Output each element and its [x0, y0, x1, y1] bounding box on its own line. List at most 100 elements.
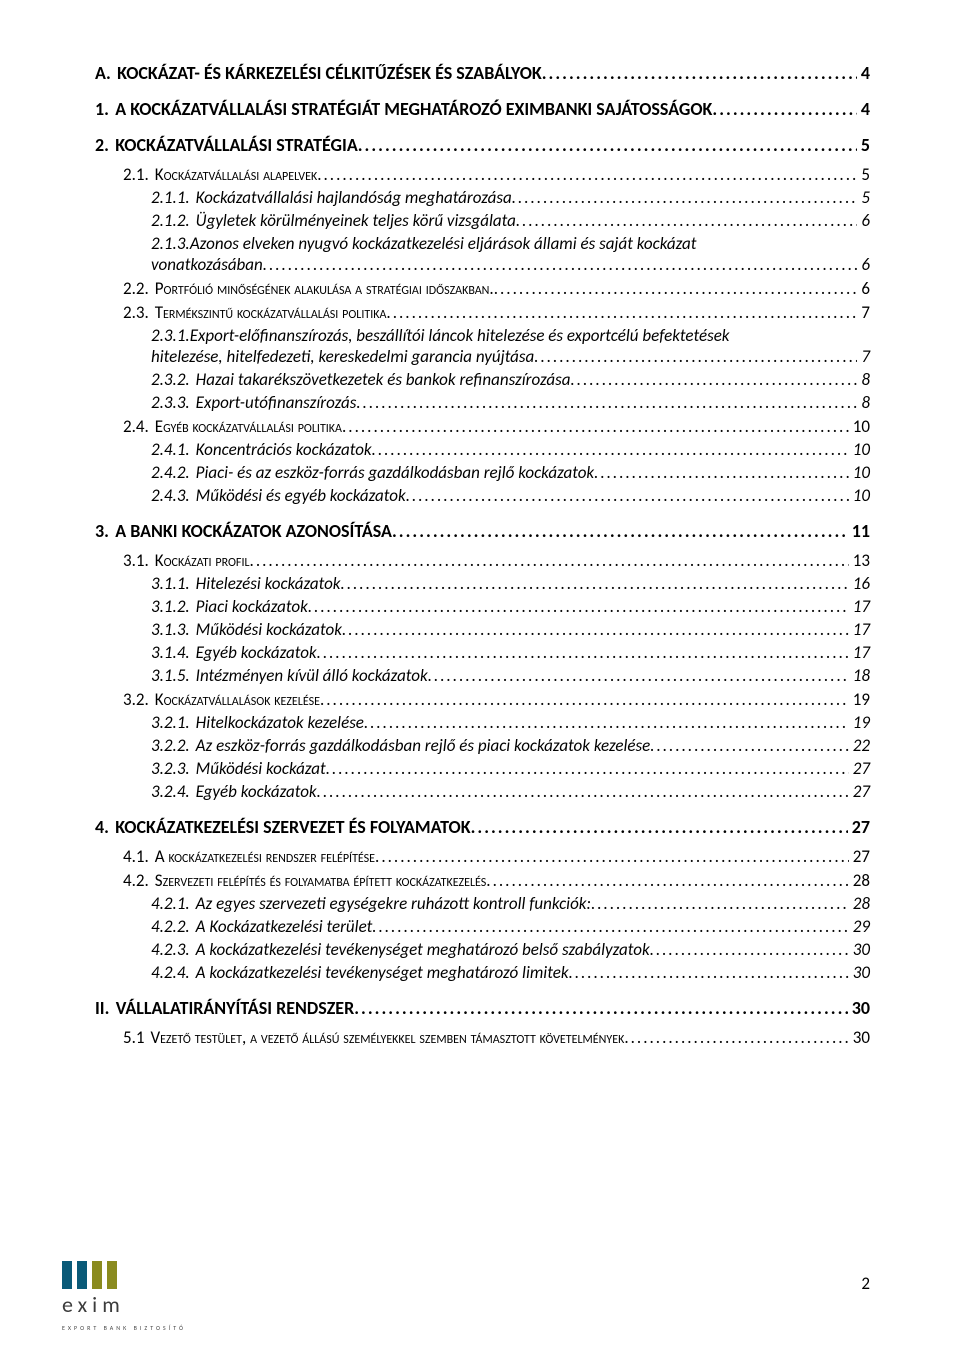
toc-entry: 3.1.4.Egyéb kockázatok17: [95, 642, 870, 663]
toc-entry: 2.3.Termékszintű kockázatvállalási polit…: [95, 302, 870, 323]
toc-entry-number: 4.1.: [123, 846, 149, 867]
toc-leader-dots: [354, 997, 848, 1019]
toc-leader-dots: [712, 98, 856, 120]
toc-leader-dots: [650, 735, 848, 756]
toc-entry: 3.2.3.Működési kockázat27: [95, 758, 870, 779]
toc-entry-page: 10: [849, 485, 870, 506]
toc-leader-dots: [250, 550, 849, 571]
toc-entry-page: 17: [849, 596, 870, 617]
toc-leader-dots: [317, 781, 849, 802]
toc-entry: 4.KOCKÁZATKEZELÉSI SZERVEZET ÉS FOLYAMAT…: [95, 816, 870, 838]
toc-entry: 3.1.5. Intézményen kívül álló kockázatok 1…: [95, 665, 870, 686]
toc-entry-title: KOCKÁZAT- ÉS KÁRKEZELÉSI CÉLKITŰZÉSEK ÉS…: [117, 62, 542, 84]
toc-entry-title: A kockázatkezelési tevékenységet meghatá…: [196, 939, 650, 960]
toc-leader-dots: [317, 164, 857, 185]
toc-leader-dots: [341, 573, 849, 594]
logo-word: exim: [62, 1291, 186, 1318]
toc-leader-dots: [591, 893, 849, 914]
toc-entry-number: 3.1.5.: [151, 665, 190, 686]
toc-entry: 2.KOCKÁZATVÁLLALÁSI STRATÉGIA5: [95, 134, 870, 156]
toc-leader-dots: [386, 302, 857, 323]
toc-entry-page: 10: [849, 462, 870, 483]
toc-entry: 2.4.1.Koncentrációs kockázatok10: [95, 439, 870, 460]
toc-entry-number: 2.1.3.: [151, 233, 190, 254]
toc-entry: 2.3.3.Export-utófinanszírozás8: [95, 392, 870, 413]
toc-entry: 5.1Vezető testület, a vezető állású szem…: [95, 1027, 870, 1048]
toc-entry-title: Vezető testület, a vezető állású személy…: [150, 1027, 624, 1048]
toc-entry-page: 28: [849, 870, 870, 891]
toc-entry-title: A kockázatkezelési tevékenységet meghatá…: [196, 962, 569, 983]
toc-entry: 4.2.2.A Kockázatkezelési terület29: [95, 916, 870, 937]
toc-entry-title: Egyéb kockázatok: [196, 642, 317, 663]
toc-entry-title: Működési kockázat: [196, 758, 326, 779]
toc-entry-title: Hazai takarékszövetkezetek és bankok ref…: [196, 369, 571, 390]
toc-entry-page: 10: [849, 439, 870, 460]
toc-leader-dots: [569, 962, 849, 983]
toc-leader-dots: [263, 254, 858, 275]
toc-entry-page: 11: [848, 520, 870, 542]
toc-entry-page: 5: [857, 187, 870, 208]
toc-leader-dots: [571, 369, 858, 390]
toc-entry: 3.2.4.Egyéb kockázatok27: [95, 781, 870, 802]
toc-entry-number: 2.: [95, 134, 109, 156]
toc-entry-number: 4.: [95, 816, 109, 838]
toc-entry-number: 2.3.2.: [151, 369, 190, 390]
toc-entry-number: 3.1.: [123, 550, 149, 571]
toc-entry-number: 2.4.3.: [151, 485, 190, 506]
toc-entry-page: 17: [849, 642, 870, 663]
toc-entry-page: 4: [857, 98, 870, 120]
toc-entry: 2.1.3.Azonos elveken nyugvó kockázatkeze…: [95, 233, 870, 275]
toc-entry: 2.1.1.Kockázatvállalási hajlandóság megh…: [95, 187, 870, 208]
toc-entry-title: Szervezeti felépítés és folyamatba építe…: [155, 870, 487, 891]
toc-entry-title: Működési kockázatok: [196, 619, 342, 640]
toc-entry-title: Intézményen kívül álló kockázatok: [196, 665, 428, 686]
toc-entry: 4.2.Szervezeti felépítés és folyamatba é…: [95, 870, 870, 891]
toc-entry: 2.4.2.Piaci- és az eszköz-forrás gazdálk…: [95, 462, 870, 483]
toc-entry-page: 19: [849, 712, 870, 733]
toc-entry-title: Kockázatvállalások kezelése: [155, 689, 320, 710]
toc-entry-number: 2.3.1.: [151, 325, 190, 346]
toc-leader-dots: [356, 392, 857, 413]
toc-entry-title: Az egyes szervezeti egységekre ruházott …: [196, 893, 591, 914]
toc-entry-number: 3.2.2.: [151, 735, 190, 756]
logo-bars: [62, 1261, 186, 1289]
toc-entry-title: Hitelkockázatok kezelése: [196, 712, 364, 733]
toc-entry-title: Piaci- és az eszköz-forrás gazdálkodásba…: [196, 462, 595, 483]
toc-entry-title: Export-utófinanszírozás: [196, 392, 357, 413]
toc-entry: 4.2.1. Az egyes szervezeti egységekre ruh…: [95, 893, 870, 914]
toc-entry: 4.2.4. A kockázatkezelési tevékenységet m…: [95, 962, 870, 983]
logo-bar: [107, 1261, 117, 1289]
toc-entry-page: 28: [849, 893, 870, 914]
toc-entry-number: 1.: [95, 98, 109, 120]
toc-entry-number: 2.3.3.: [151, 392, 190, 413]
toc-leader-dots: [358, 134, 857, 156]
toc-entry-number: 4.2.3.: [151, 939, 190, 960]
toc-entry-number: 3.2.3.: [151, 758, 190, 779]
toc-entry: 1.A KOCKÁZATVÁLLALÁSI STRATÉGIÁT MEGHATÁ…: [95, 98, 870, 120]
toc-entry-page: 18: [849, 665, 870, 686]
toc-entry-number: 2.1.1.: [151, 187, 190, 208]
toc-entry-number: 4.2.1.: [151, 893, 190, 914]
toc-entry-page: 5: [857, 134, 870, 156]
toc-entry-page: 27: [849, 846, 870, 867]
toc-entry-number: 3.2.1.: [151, 712, 190, 733]
toc-leader-dots: [392, 520, 848, 542]
toc-leader-dots: [308, 596, 849, 617]
toc-entry-title: Export-előfinanszírozás, beszállítói lán…: [190, 325, 730, 346]
toc-entry-number: II.: [95, 997, 109, 1019]
toc-entry-title: VÁLLALATIRÁNYÍTÁSI RENDSZER: [116, 997, 355, 1019]
toc-entry: 3.A BANKI KOCKÁZATOK AZONOSÍTÁSA11: [95, 520, 870, 542]
toc-entry-title: vonatkozásában: [151, 254, 263, 275]
logo-tagline: EXPORT BANK BIZTOSÍTÓ: [62, 1324, 186, 1332]
toc-entry-page: 13: [849, 550, 870, 571]
toc-entry-title: Az eszköz-forrás gazdálkodásban rejlő és…: [196, 735, 651, 756]
toc-leader-dots: [375, 846, 849, 867]
toc-entry-number: 4.2.2.: [151, 916, 190, 937]
toc-entry-page: 27: [848, 816, 870, 838]
toc-entry: 3.1.3.Működési kockázatok17: [95, 619, 870, 640]
toc-leader-dots: [372, 439, 849, 460]
toc-entry-number: 4.2.4.: [151, 962, 190, 983]
exim-logo: exim EXPORT BANK BIZTOSÍTÓ: [62, 1261, 186, 1332]
toc-entry-number: 2.4.: [123, 416, 149, 437]
toc-entry-title: A BANKI KOCKÁZATOK AZONOSÍTÁSA: [115, 520, 392, 542]
